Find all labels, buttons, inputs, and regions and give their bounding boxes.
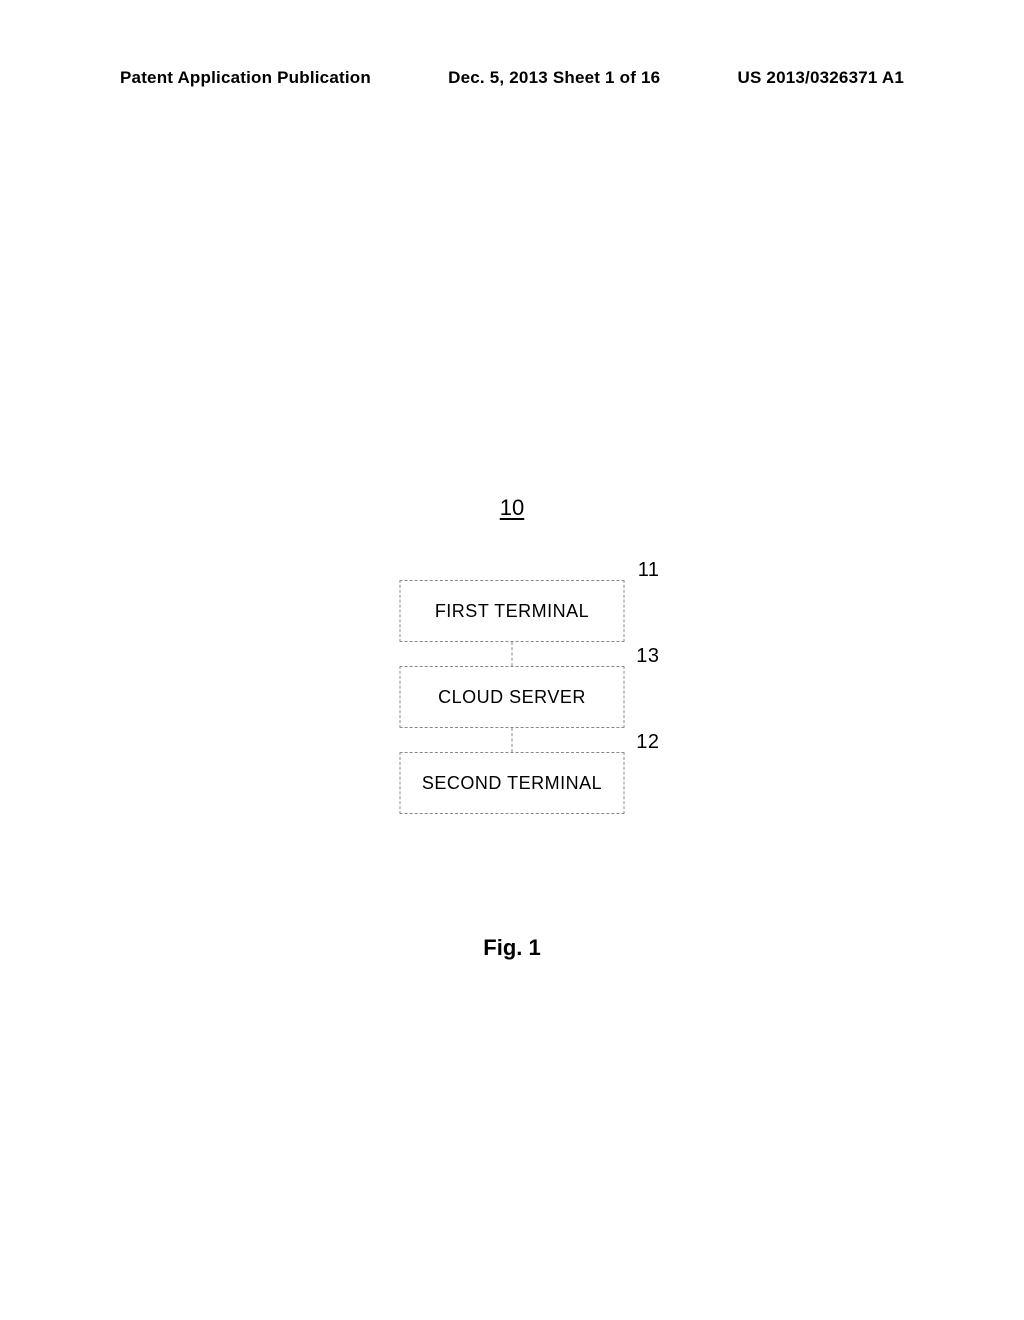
ref-label: 12 <box>636 731 659 754</box>
header-publication-type: Patent Application Publication <box>120 68 371 88</box>
box-label: CLOUD SERVER <box>438 687 586 708</box>
figure-caption: Fig. 1 <box>483 935 540 961</box>
box-label: FIRST TERMINAL <box>435 601 589 622</box>
box-second-terminal: SECOND TERMINAL 12 <box>400 752 625 814</box>
system-reference-number: 10 <box>500 495 524 521</box>
box-label: SECOND TERMINAL <box>422 773 602 794</box>
connector-line <box>512 642 513 666</box>
block-diagram: FIRST TERMINAL 11 CLOUD SERVER 13 SECOND… <box>400 580 625 814</box>
ref-label: 11 <box>638 559 660 582</box>
header-publication-number: US 2013/0326371 A1 <box>737 68 904 88</box>
box-cloud-server: CLOUD SERVER 13 <box>400 666 625 728</box>
header-date-sheet: Dec. 5, 2013 Sheet 1 of 16 <box>448 68 660 88</box>
connector-line <box>512 728 513 752</box>
page-header: Patent Application Publication Dec. 5, 2… <box>0 68 1024 88</box>
box-first-terminal: FIRST TERMINAL 11 <box>400 580 625 642</box>
ref-label: 13 <box>636 645 659 668</box>
